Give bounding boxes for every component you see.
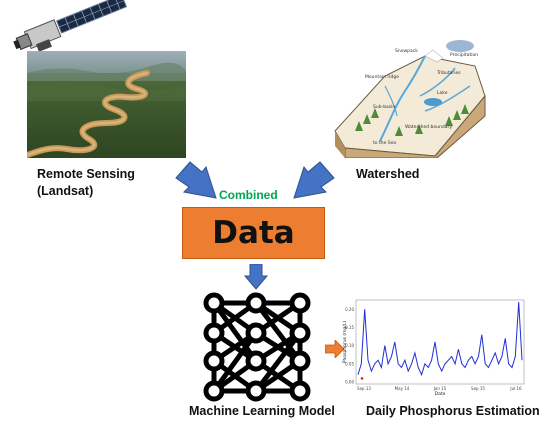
watershed-label-sub-basin: Sub-basin [373,104,395,110]
watershed-label-tributaries: Tributaries [436,70,461,76]
watershed-label-boundary: Watershed boundary [405,124,452,130]
y-tick-label: 0.10 [345,343,354,348]
x-tick-label: May 14 [395,386,410,391]
combined-label: Combined [219,188,278,202]
watershed-label: Watershed [356,167,420,181]
watershed-label-precipitation: Precipitation [450,52,478,58]
daily-estimation-label: Daily Phosphorus Estimation [366,404,540,418]
y-tick-label: 0.05 [345,361,354,366]
y-tick-label: 0.20 [345,307,354,312]
y-axis-label: Phosphorus (mg/L) [342,321,348,364]
river-satellite-image [27,51,186,158]
neural-network-icon [203,292,311,402]
watershed-label-mountain-ridge: Mountain ridge [365,74,399,80]
x-axis-label: Date [435,391,446,397]
data-box: Data [182,207,325,259]
watershed-illustration: Snowpack Precipitation Tributaries Mount… [334,40,486,158]
x-tick-label: Sep 13 [357,386,371,391]
remote-sensing-label-line1: Remote Sensing [37,167,135,181]
remote-sensing-label-line2: (Landsat) [37,184,94,198]
satellite-icon [13,0,128,52]
arrow-right-to-estimation [325,340,345,358]
data-label: Data [212,215,295,251]
y-tick-label: 0.00 [345,380,354,385]
y-tick-label: 0.15 [345,325,354,330]
arrow-left-to-data [175,161,217,199]
remote-sensing-label: Remote Sensing (Landsat) [37,166,135,200]
arrow-right-to-data [293,161,335,199]
watershed-label-snowpack: Snowpack [395,48,418,54]
x-tick-label: Sep 15 [471,386,485,391]
x-tick-label: Jul 16 [509,386,522,391]
arrow-down-to-model [244,264,268,290]
watershed-label-to-sea: to the Sea [373,140,396,146]
ml-model-label: Machine Learning Model [189,404,335,418]
watershed-label-lake: Lake [437,90,448,96]
phosphorus-series-line [357,301,523,377]
phosphorus-chart: 0.00 0.05 0.10 0.15 0.20 Sep 13 May 14 Jan 15 Se… [342,299,525,397]
chart-plot-area [355,299,525,385]
phosphorus-sample-point [360,377,364,380]
x-tick-label: Jan 15 [433,386,447,391]
